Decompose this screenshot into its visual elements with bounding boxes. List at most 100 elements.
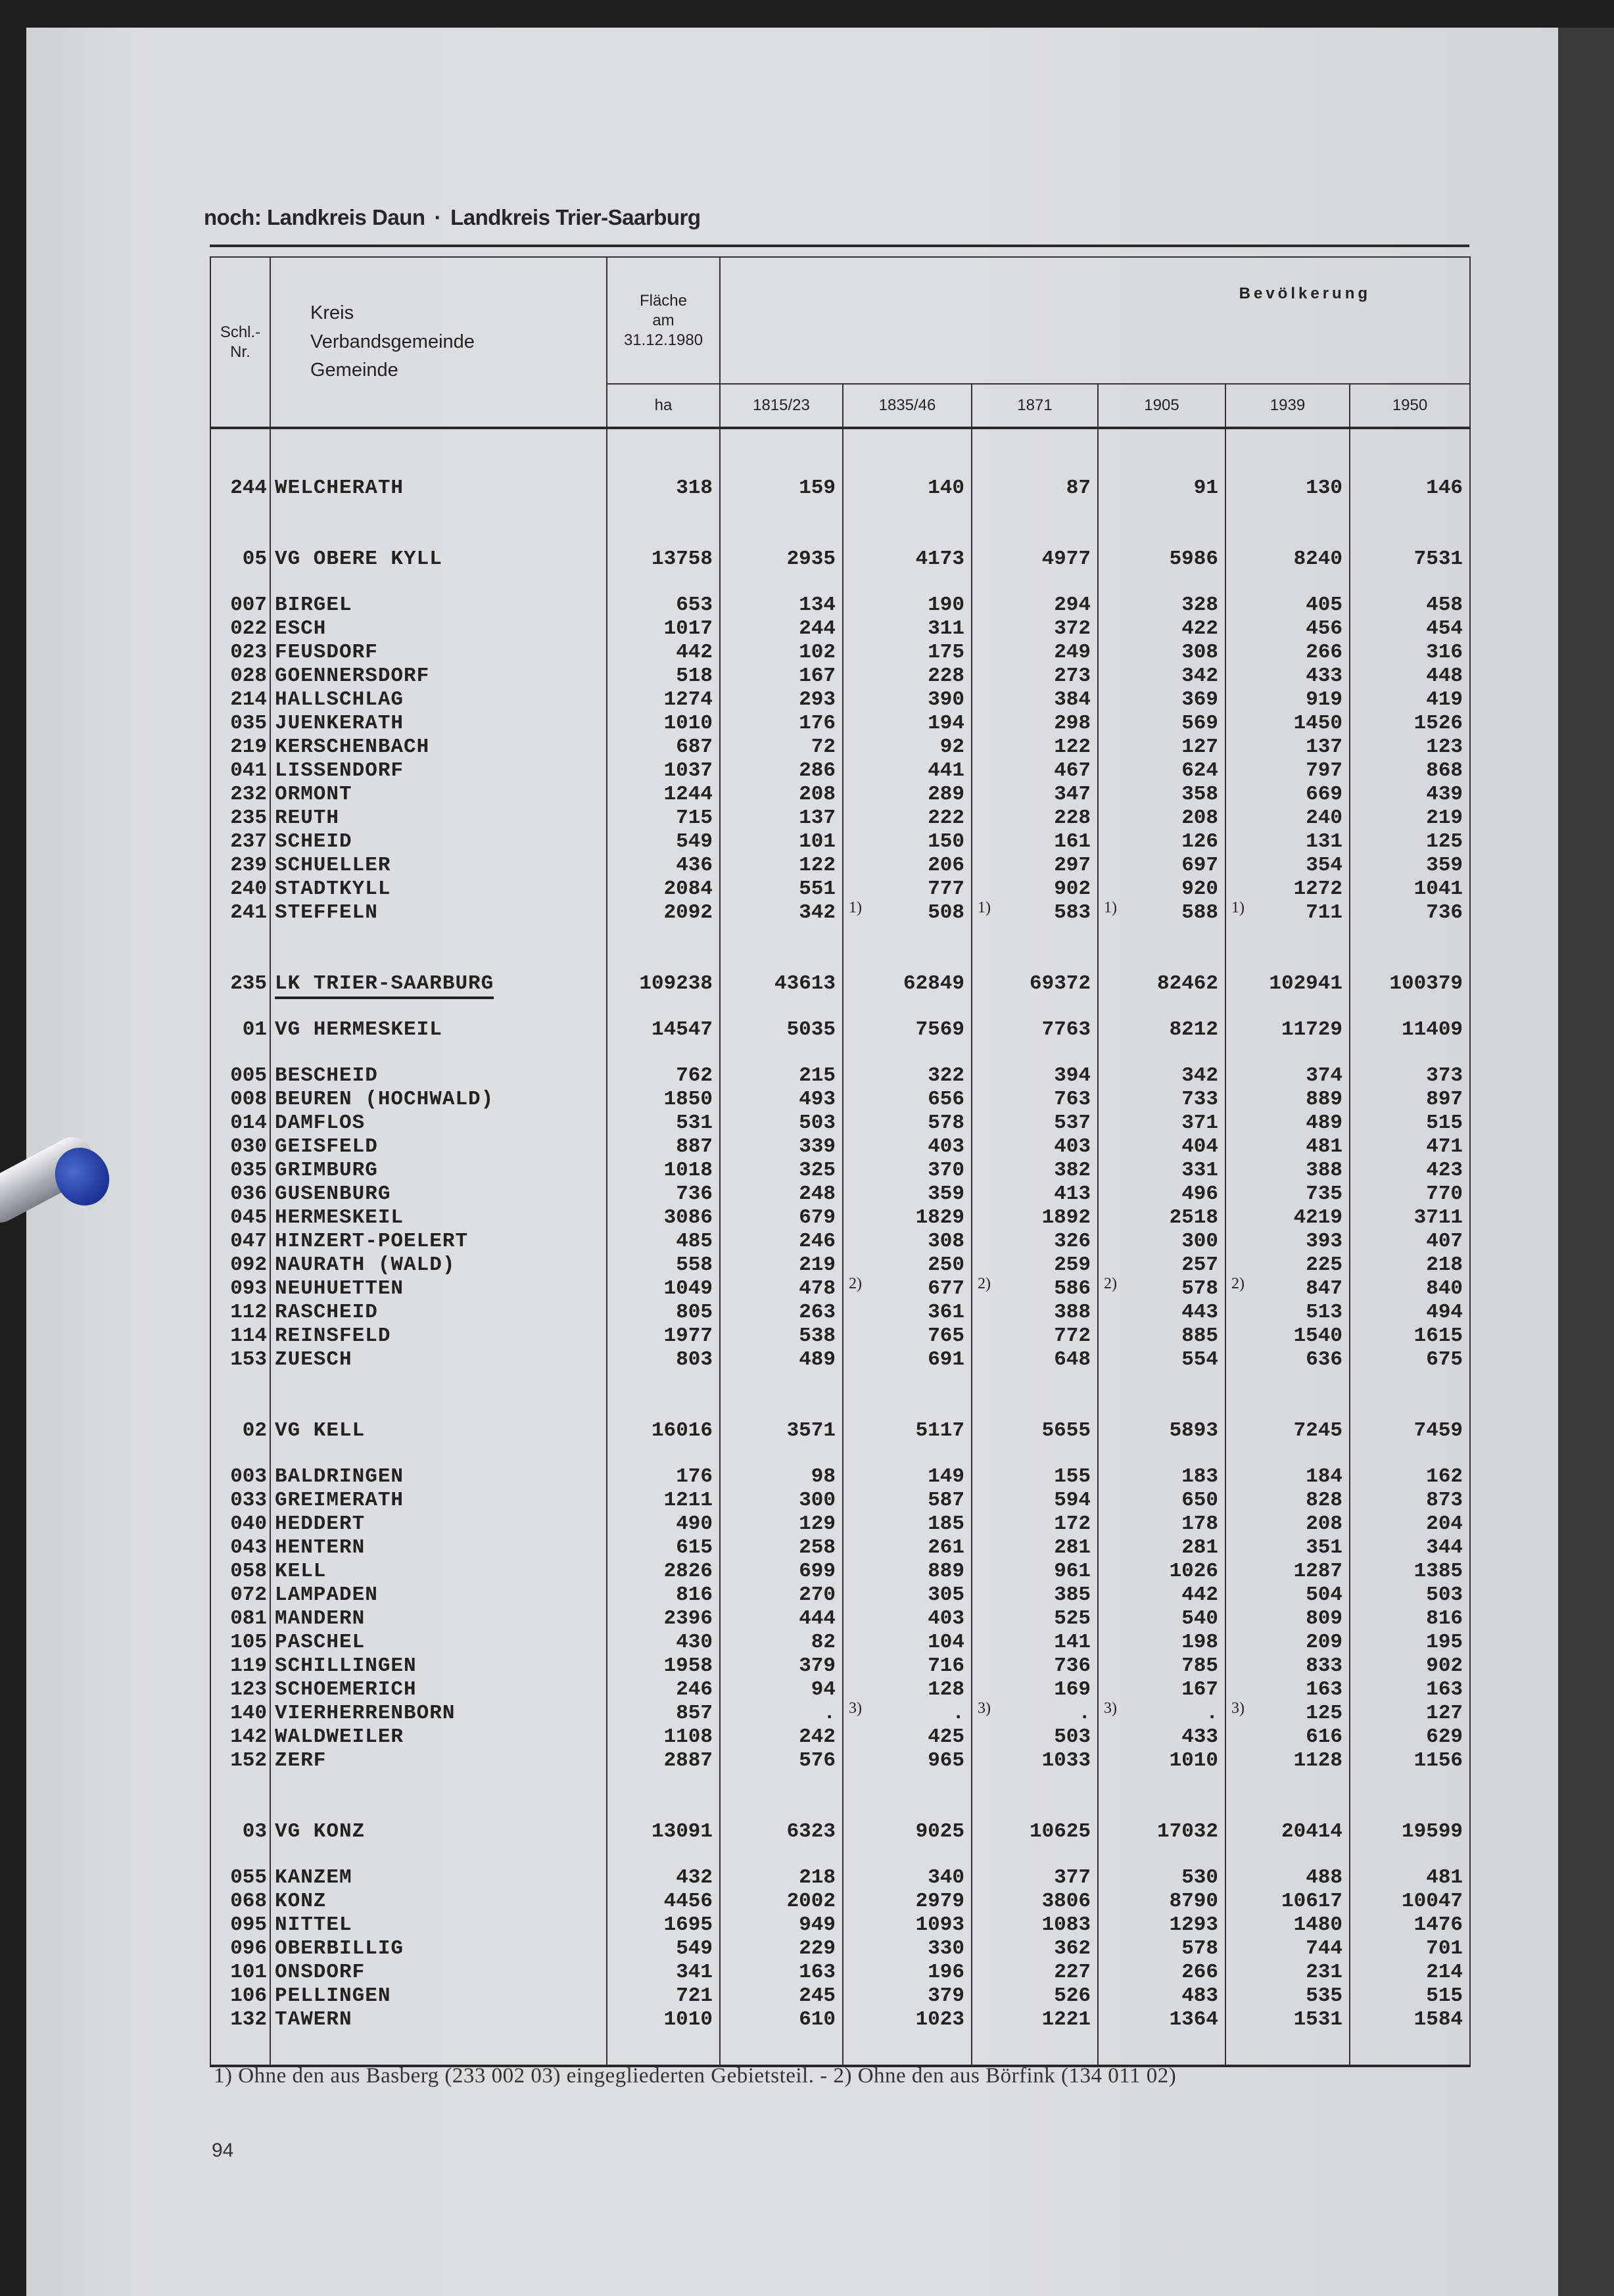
municipality-name: OBERBILLIG (270, 1937, 607, 1961)
cell-value: 677 (928, 1277, 964, 1300)
population-cell: 1531 (1225, 2008, 1350, 2032)
area-cell: 3086 (606, 1206, 721, 1230)
municipality-name: STADTKYLL (270, 878, 607, 901)
population-cell: 316 (1348, 641, 1471, 665)
municipality-name: HALLSCHLAG (270, 688, 607, 712)
population-cell: 169 (971, 1678, 1099, 1702)
municipality-name: ORMONT (270, 783, 607, 807)
header-area: Fläche am 31.12.1980 (606, 256, 721, 385)
population-cell: 765 (842, 1324, 972, 1348)
empty-cell (210, 1773, 271, 1820)
empty-cell (270, 925, 607, 972)
municipality-name-text: FEUSDORF (275, 641, 378, 664)
table-row: 092 NAURATH (WALD) 558 219 250 259 257 225 218 (210, 1253, 1471, 1277)
key-number: 095 (210, 1913, 271, 1937)
municipality-name: REINSFELD (270, 1324, 607, 1348)
population-cell: 587 (842, 1489, 972, 1512)
population-cell: 259 (971, 1253, 1099, 1277)
population-cell: 444 (719, 1607, 843, 1631)
population-cell: . 3) (971, 1700, 1117, 1725)
population-cell: 7763 (971, 1018, 1099, 1042)
population-cell: 140 (842, 477, 972, 500)
population-cell: 208 (1225, 1512, 1350, 1536)
population-cell: 588 1) (1097, 899, 1245, 925)
population-cell: 266 (1097, 1961, 1226, 1984)
empty-cell (1348, 571, 1471, 594)
table-row: 033 GREIMERATH 1211 300 587 594 650 828 873 (210, 1489, 1471, 1512)
area-cell: 549 (606, 830, 721, 854)
table-row: 153 ZUESCH 803 489 691 648 554 636 675 (210, 1348, 1471, 1372)
population-cell: 1385 (1348, 1560, 1471, 1583)
population-cell: 481 (1348, 1866, 1471, 1890)
municipality-name: HERMESKEIL (270, 1206, 607, 1230)
area-cell: 1018 (606, 1159, 721, 1183)
population-cell: 441 (842, 759, 972, 783)
population-cell: 94 (719, 1678, 843, 1702)
empty-cell (1348, 500, 1471, 548)
key-number: 03 (210, 1820, 271, 1844)
population-cell: 374 (1225, 1064, 1350, 1088)
population-cell: 669 (1225, 783, 1350, 807)
population-cell: 551 (719, 878, 843, 901)
header-year: 1950 (1348, 383, 1471, 429)
title-left: noch: Landkreis Daun (204, 205, 425, 229)
empty-cell (210, 996, 271, 1018)
population-cell: 965 (842, 1749, 972, 1773)
population-cell: 433 (1097, 1725, 1226, 1749)
area-cell: 887 (606, 1135, 721, 1159)
table-row: 007 BIRGEL 653 134 190 294 328 405 458 (210, 594, 1471, 617)
population-cell: 530 (1097, 1866, 1226, 1890)
empty-cell (971, 2032, 1099, 2067)
municipality-name-text: KELL (275, 1560, 327, 1583)
area-cell: 857 (606, 1702, 721, 1725)
population-cell: 616 (1225, 1725, 1350, 1749)
municipality-name-text: TAWERN (275, 2008, 352, 2031)
empty-cell (210, 925, 271, 972)
population-cell: 228 (971, 807, 1099, 830)
population-cell: 150 (842, 830, 972, 854)
population-cell: 515 (1348, 1984, 1471, 2008)
municipality-name: SCHEID (270, 830, 607, 854)
key-number: 041 (210, 759, 271, 783)
area-cell: 14547 (606, 1018, 721, 1042)
key-number: 092 (210, 1253, 271, 1277)
area-cell: 13091 (606, 1820, 721, 1844)
population-cell: 889 (1225, 1088, 1350, 1112)
area-cell: 246 (606, 1678, 721, 1702)
table-row: 095 NITTEL 1695 949 1093 1083 1293 1480 1476 (210, 1913, 1471, 1937)
population-cell: 194 (842, 712, 972, 736)
empty-cell (1225, 1042, 1350, 1064)
municipality-name-text: VIERHERRENBORN (275, 1702, 456, 1725)
area-cell: 803 (606, 1348, 721, 1372)
municipality-name: LK TRIER-SAARBURG (270, 972, 607, 999)
spacer-row (210, 925, 1471, 972)
table-row: 140 VIERHERRENBORN 857. 3). 3). 3). 3) 125 127 (210, 1700, 1471, 1725)
empty-cell (971, 571, 1099, 594)
population-cell: 325 (719, 1159, 843, 1183)
area-cell: 436 (606, 854, 721, 878)
key-number: 240 (210, 878, 271, 901)
population-cell: 733 (1097, 1088, 1226, 1112)
empty-cell (210, 1443, 271, 1465)
population-cell: 125 (1348, 830, 1471, 854)
area-cell: 2092 (606, 901, 721, 925)
population-cell: 483 (1097, 1984, 1226, 2008)
key-number: 055 (210, 1866, 271, 1890)
empty-cell (971, 1372, 1099, 1419)
population-cell: 204 (1348, 1512, 1471, 1536)
population-cell: 123 (1348, 736, 1471, 759)
area-cell: 1211 (606, 1489, 721, 1512)
population-cell: 1892 (971, 1206, 1099, 1230)
empty-cell (1097, 925, 1226, 972)
empty-cell (1225, 1773, 1350, 1820)
key-number: 244 (210, 477, 271, 500)
municipality-name-text: JUENKERATH (275, 712, 404, 735)
population-cell: 300 (1097, 1230, 1226, 1253)
population-cell: 249 (971, 641, 1099, 665)
population-cell: 679 (719, 1206, 843, 1230)
municipality-name: RASCHEID (270, 1301, 607, 1324)
municipality-name: VG HERMESKEIL (270, 1018, 607, 1042)
table-row: 028 GOENNERSDORF 518 167 228 273 342 433 448 (210, 665, 1471, 688)
population-cell: 10047 (1348, 1890, 1471, 1913)
area-cell: 109238 (606, 972, 721, 996)
